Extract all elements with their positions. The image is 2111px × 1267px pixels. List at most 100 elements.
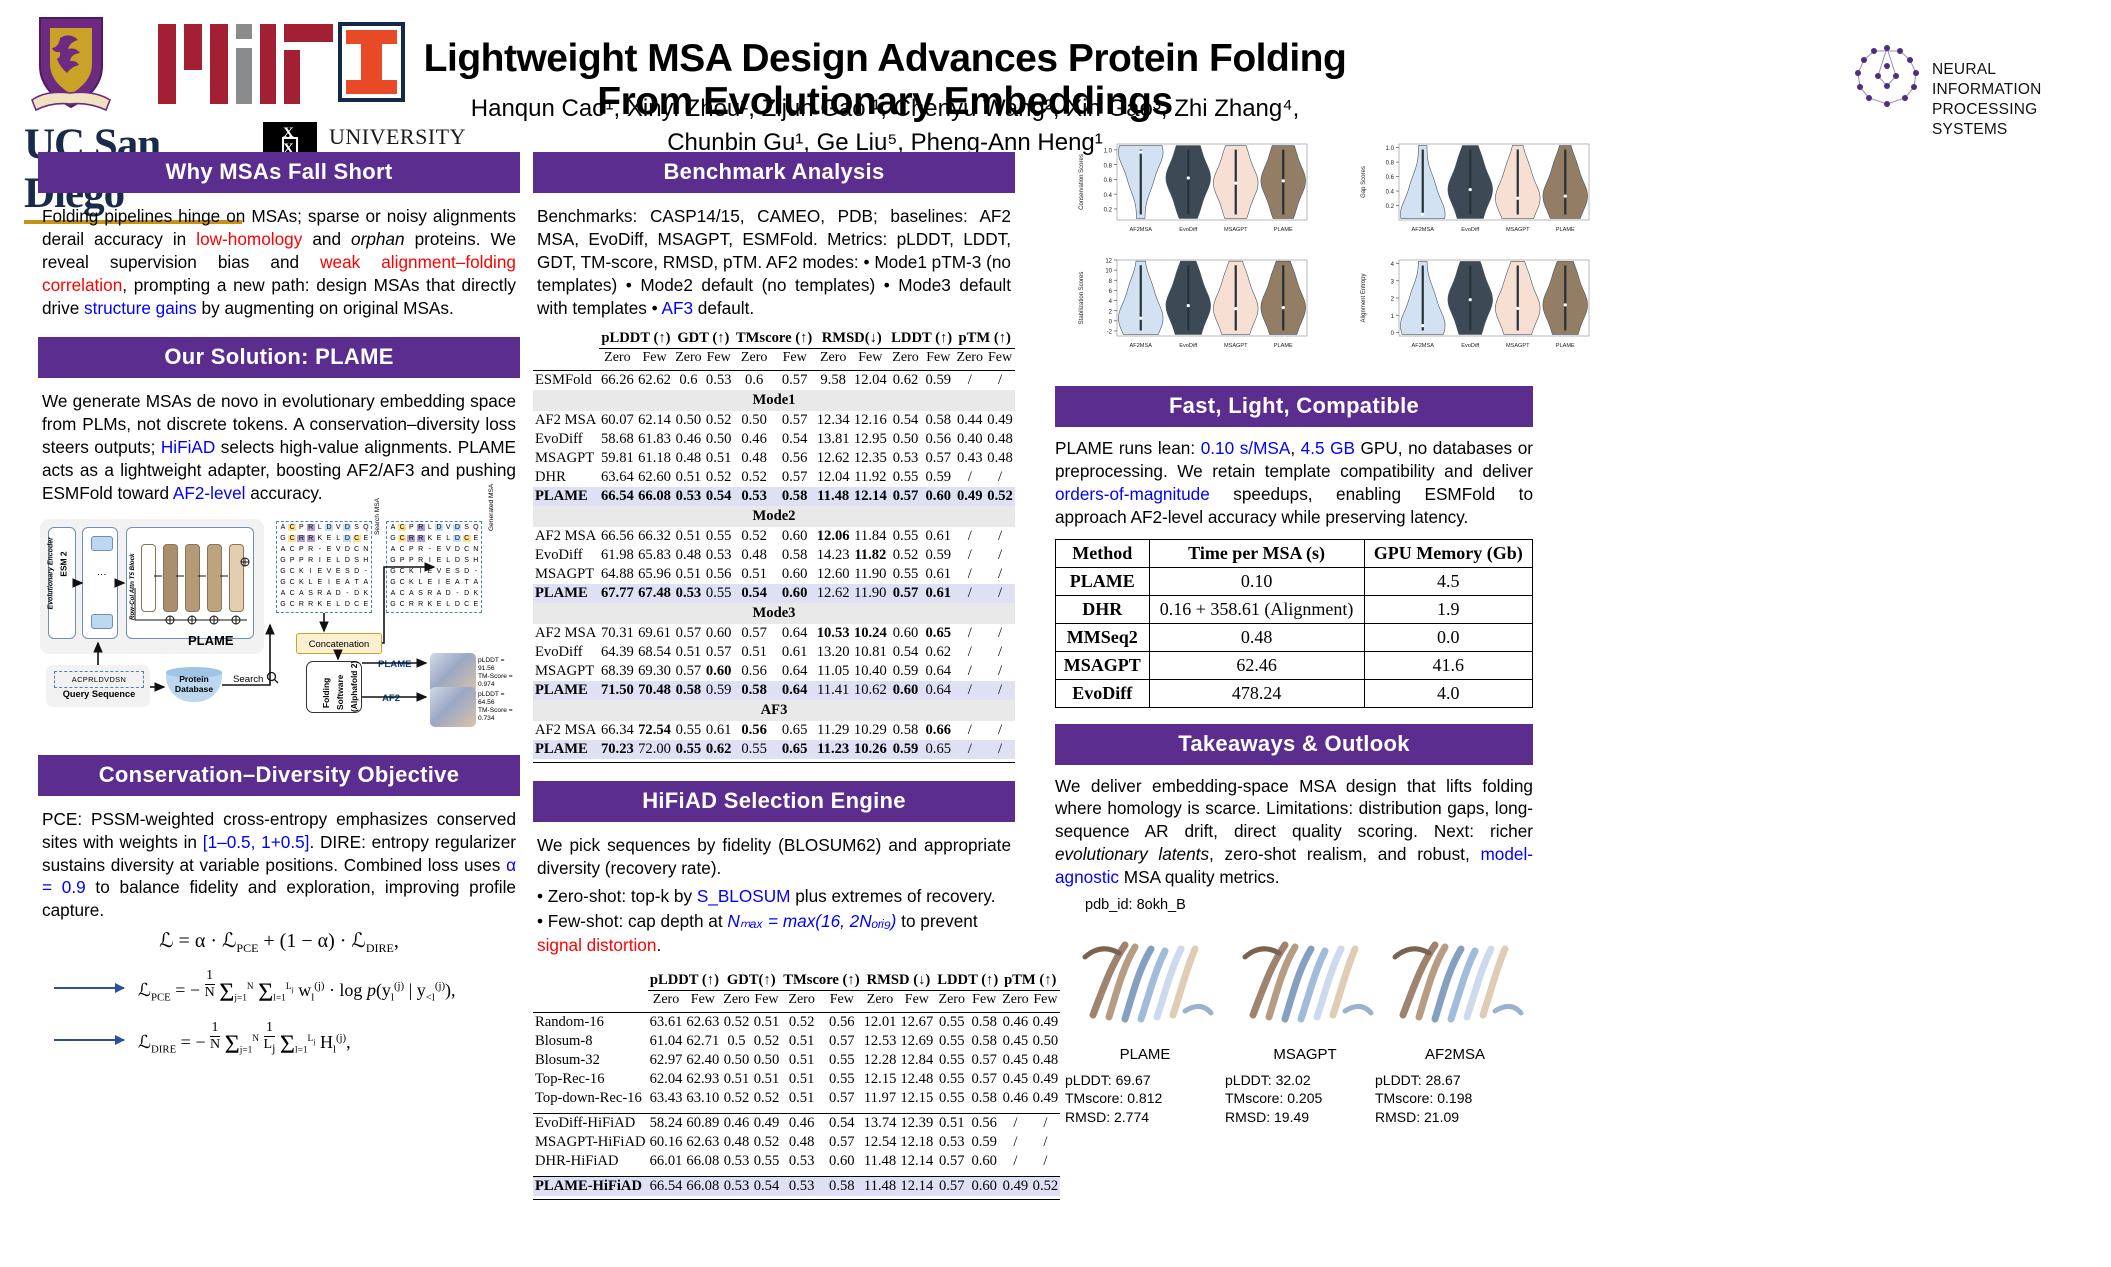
svg-text:4: 4 xyxy=(1391,262,1395,268)
table-cell: / xyxy=(954,740,986,760)
neurips-logo: NEURAL INFORMATION PROCESSING SYSTEMS xyxy=(1848,40,2078,138)
table-cell: 0.60 xyxy=(829,1152,855,1169)
table-cell: 0.48 xyxy=(987,450,1013,467)
table-cell: 62.63 xyxy=(686,1133,720,1150)
msa-cell: A xyxy=(345,578,350,586)
msa-cell: R xyxy=(306,534,315,542)
table-cell: 0.56 xyxy=(741,722,767,739)
benchmark-table-body: ESMFold 66.26 62.62 0.6 0.53 0.6 0.57 9.58 12.04… xyxy=(533,367,1015,764)
table-cell: 0.62 xyxy=(703,740,734,760)
table-cell: 10.26 xyxy=(851,740,889,760)
table-cell: 0.16 + 358.61 (Alignment) xyxy=(1148,594,1365,624)
table-row: EvoDiff 64.39 68.54 0.51 0.57 0.51 0.61 13.20 10… xyxy=(533,643,1015,662)
msa-cell: I xyxy=(328,578,330,586)
illinois-logo xyxy=(338,22,413,110)
table-cell: 0.58 xyxy=(971,1013,997,1030)
equation-main: ℒ = α · ℒPCE + (1 − α) · ℒDIRE, xyxy=(159,930,399,956)
table-cell: 0.53 xyxy=(673,584,704,604)
table-cell: 0.51 xyxy=(938,1114,965,1131)
row-label: ESMFold xyxy=(535,372,592,389)
msa-cell: D xyxy=(344,545,350,553)
author-line-2: Chunbin Gu¹, Ge Liu⁵, Pheng-Ann Heng¹ xyxy=(667,129,1103,157)
b2-pre: • Few-shot: cap depth at xyxy=(537,911,728,932)
msa-cell: A xyxy=(363,578,369,586)
row-label: DHR-HiFiAD xyxy=(535,1152,619,1169)
metric-plddt: pLDDT: 28.67 xyxy=(1375,1071,1461,1088)
msa-cell: P xyxy=(299,556,304,564)
ucsd-rule xyxy=(24,220,242,224)
table-cell: 12.34 xyxy=(816,412,850,429)
table-cell: 12.06 xyxy=(816,528,850,545)
msa-cell: H xyxy=(363,556,369,564)
table-cell: 11.48 xyxy=(814,487,852,507)
table-cell: 0.62 xyxy=(892,372,919,389)
table-cell: 12.69 xyxy=(900,1032,934,1049)
table-cell: 12.62 xyxy=(814,584,852,604)
table-cell: 11.29 xyxy=(817,722,850,739)
msa-cell: T xyxy=(354,578,359,586)
table-cell: 61.04 xyxy=(649,1032,683,1049)
table-cell: 0.57 xyxy=(829,1089,855,1106)
table-cell: 0.54 xyxy=(751,1176,782,1196)
table-cell: 0.60 xyxy=(781,528,808,545)
msa-cell: A xyxy=(299,589,304,597)
table-cell: 0.58 xyxy=(892,722,919,739)
table-cell: 0.48 xyxy=(788,1133,815,1150)
msa-cell: - xyxy=(318,545,321,553)
table-row: AF2 MSA 66.34 72.54 0.55 0.61 0.56 0.65 11.29 10… xyxy=(533,721,1015,740)
msa-cell: P xyxy=(409,523,414,531)
table-cell: 0.48 xyxy=(1148,622,1365,652)
msa-cell: - xyxy=(428,545,431,553)
benchmark-table-head: pLDDT (↑) GDT (↑) TMscore (↑) RMSD(↓) LDDT (… xyxy=(533,329,1015,367)
msa-cell: G xyxy=(280,600,286,608)
table-cell: 0.64 xyxy=(922,681,955,701)
table-cell: 63.61 xyxy=(649,1013,683,1030)
sub-header: Zero xyxy=(675,350,702,366)
table-cell: 0.64 xyxy=(774,681,815,701)
table-cell: EvoDiff xyxy=(1055,678,1150,708)
table-cell: 66.34 xyxy=(600,722,634,739)
row-label: Blosum-32 xyxy=(535,1051,600,1068)
table-cell: 60.89 xyxy=(686,1114,720,1131)
table-cell: 11.82 xyxy=(854,547,887,564)
table-cell: 0.59 xyxy=(703,681,734,701)
table-cell: 69.30 xyxy=(638,663,671,680)
msa-cell: R xyxy=(418,545,424,553)
metric-tmscore: TMscore: 0.198 xyxy=(1375,1090,1473,1107)
table-cell: 12.60 xyxy=(816,566,850,583)
table-cell: 0.46 xyxy=(1002,1013,1029,1030)
structure-metrics: pLDDT: 69.67 TMscore: 0.812 RMSD: 2.774 xyxy=(1065,1071,1225,1127)
msa-cell: L xyxy=(446,600,451,608)
table-cell: 0.59 xyxy=(925,547,952,564)
struct-note-af2: pLDDT = 64.56 TM-Score = 0.734 xyxy=(478,691,520,724)
compat-header-row: Method Time per MSA (s) GPU Memory (Gb) xyxy=(1055,538,1534,568)
metric-header: pLDDT (↑) xyxy=(598,329,674,350)
msa-cell: G xyxy=(390,600,396,608)
msa-cell: D xyxy=(445,589,451,597)
svg-text:1.0: 1.0 xyxy=(1386,146,1395,152)
msa-cell: Q xyxy=(473,523,479,531)
svg-text:Gap Scores: Gap Scores xyxy=(1361,166,1367,198)
table-cell: 0.53 xyxy=(723,1152,750,1169)
msa-cell: C xyxy=(398,534,407,542)
table-cell: 12.14 xyxy=(898,1176,936,1196)
compat-header-cell: Method xyxy=(1055,538,1150,568)
msa-cell: G xyxy=(280,534,286,542)
msa-cell: C xyxy=(289,578,295,586)
table-cell: 0.51 xyxy=(675,644,702,661)
table-cell: 13.74 xyxy=(863,1114,897,1131)
table-cell: 0.65 xyxy=(922,740,955,760)
compat-table-head: Method Time per MSA (s) GPU Memory (Gb) xyxy=(1055,538,1534,568)
table-cell: 58.68 xyxy=(600,431,634,448)
table-cell: 12.39 xyxy=(900,1114,934,1131)
plame-architecture-diagram: Evolutionary Encoder ESM 2 ⋮ Row-Col Att… xyxy=(38,483,520,727)
sub-header: Few xyxy=(904,991,929,1007)
table-cell: / xyxy=(1013,1152,1018,1169)
cuhk-logo xyxy=(26,12,116,117)
protein-structure-image xyxy=(1065,918,1225,1037)
benchmark-sub-header-row: Zero Few Zero Few Zero Few Zero Few Zero Few Zero F… xyxy=(533,349,1015,368)
table-cell: 0.54 xyxy=(733,584,775,604)
violin-svg: -2 0 2 4 6 8 10 12 AF2MSA EvoDiff MSAGPT PLAME Stabi… xyxy=(1079,259,1308,349)
table-cell: 0.59 xyxy=(925,469,952,486)
table-cell: 0.53 xyxy=(781,1176,822,1196)
